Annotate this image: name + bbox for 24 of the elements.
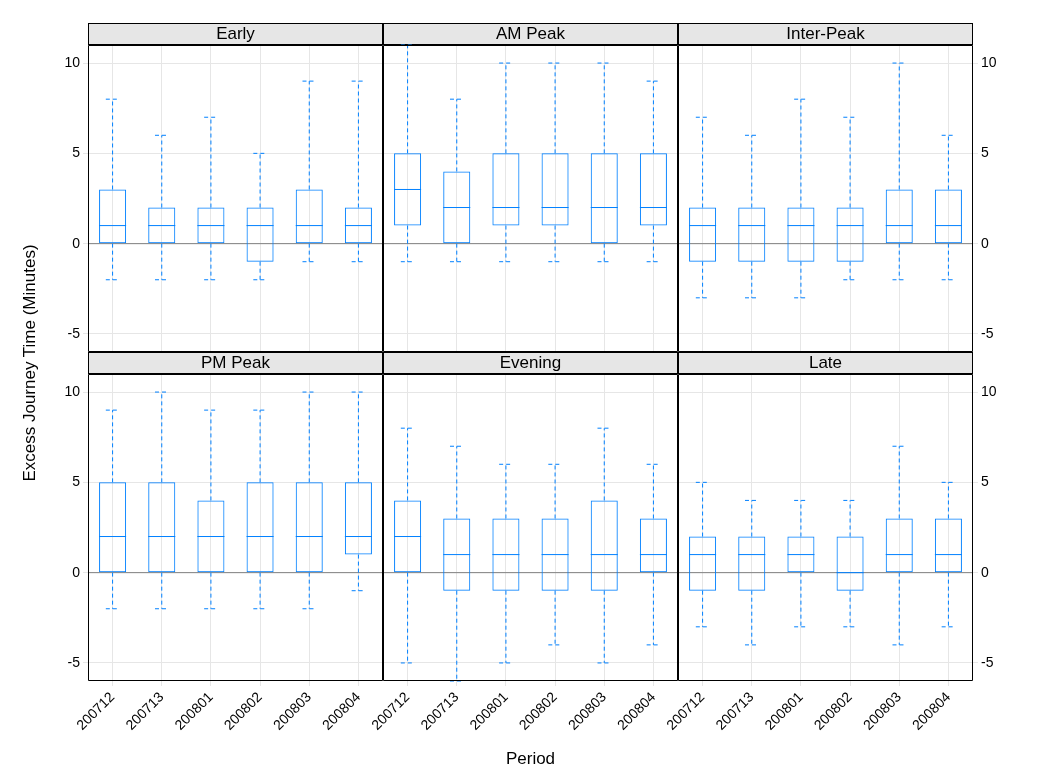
chart-title: Early bbox=[88, 23, 383, 45]
y-tick-label: 5 bbox=[72, 144, 81, 161]
chart-title: AM Peak bbox=[383, 23, 678, 45]
x-axis-title: Period bbox=[504, 749, 557, 769]
y-tick-label: 0 bbox=[72, 563, 81, 580]
y-tick-label: -5 bbox=[981, 324, 994, 341]
chart-title: Late bbox=[678, 352, 973, 374]
y-tick-label: -5 bbox=[981, 653, 994, 670]
y-tick-label: 10 bbox=[64, 53, 81, 70]
chart-title: Inter-Peak bbox=[678, 23, 973, 45]
y-tick-label: 5 bbox=[72, 473, 81, 490]
chart-title: PM Peak bbox=[88, 352, 383, 374]
chart-title: Evening bbox=[383, 352, 678, 374]
y-tick-label: 0 bbox=[981, 234, 989, 251]
y-tick-label: 0 bbox=[981, 563, 989, 580]
y-tick-label: 5 bbox=[981, 144, 989, 161]
y-tick-label: 5 bbox=[981, 473, 989, 490]
y-tick-label: 10 bbox=[981, 382, 997, 399]
y-tick-label: 10 bbox=[64, 382, 81, 399]
y-tick-label: 0 bbox=[72, 234, 81, 251]
y-axis-title: Excess Journey Time (Minutes) bbox=[20, 244, 40, 482]
y-tick-label: -5 bbox=[67, 324, 81, 341]
y-tick-label: 10 bbox=[981, 53, 997, 70]
y-tick-label: -5 bbox=[67, 653, 81, 670]
